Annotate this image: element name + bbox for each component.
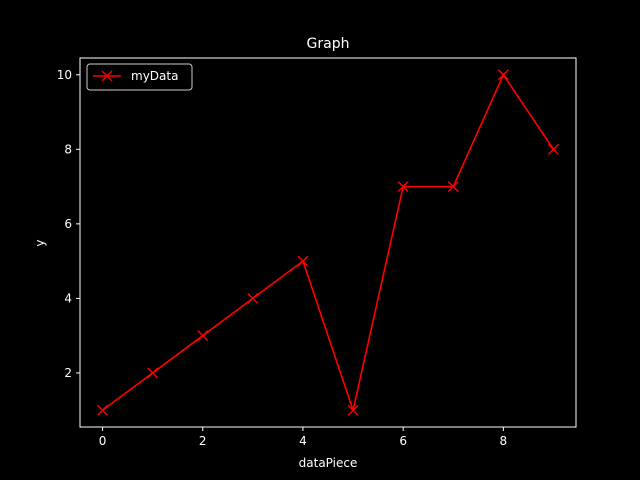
data-point-marker (147, 367, 159, 379)
data-point-marker (547, 143, 559, 155)
legend-marker-x (101, 70, 113, 82)
data-point-marker (347, 404, 359, 416)
y-axis-label: y (33, 239, 47, 246)
x-tick-label: 0 (99, 434, 107, 448)
y-tick-label: 10 (57, 68, 72, 82)
legend-label: myData (131, 69, 178, 83)
x-tick-label: 2 (199, 434, 207, 448)
data-point-marker (97, 404, 109, 416)
chart-title: Graph (307, 36, 350, 52)
x-tick-label: 4 (299, 434, 307, 448)
y-tick-label: 4 (64, 291, 72, 305)
x-tick-label: 8 (500, 434, 508, 448)
plot-area-frame (79, 57, 577, 428)
y-tick-label: 2 (64, 366, 72, 380)
data-point-marker (497, 69, 509, 81)
legend: myData (86, 63, 193, 91)
ticks-layer: 0 2 4 6 8 2 4 6 8 10 (57, 68, 507, 448)
data-point-marker (247, 292, 259, 304)
x-tick-label: 6 (399, 434, 407, 448)
data-point-marker (447, 181, 459, 193)
data-point-marker (297, 255, 309, 267)
data-point-marker (197, 330, 209, 342)
y-tick-label: 6 (64, 217, 72, 231)
series-line-myData (102, 73, 555, 412)
legend-box (86, 63, 193, 91)
series-layer (97, 69, 559, 416)
data-point-marker (397, 181, 409, 193)
x-axis-label: dataPiece (299, 456, 358, 470)
y-tick-label: 8 (64, 142, 72, 156)
